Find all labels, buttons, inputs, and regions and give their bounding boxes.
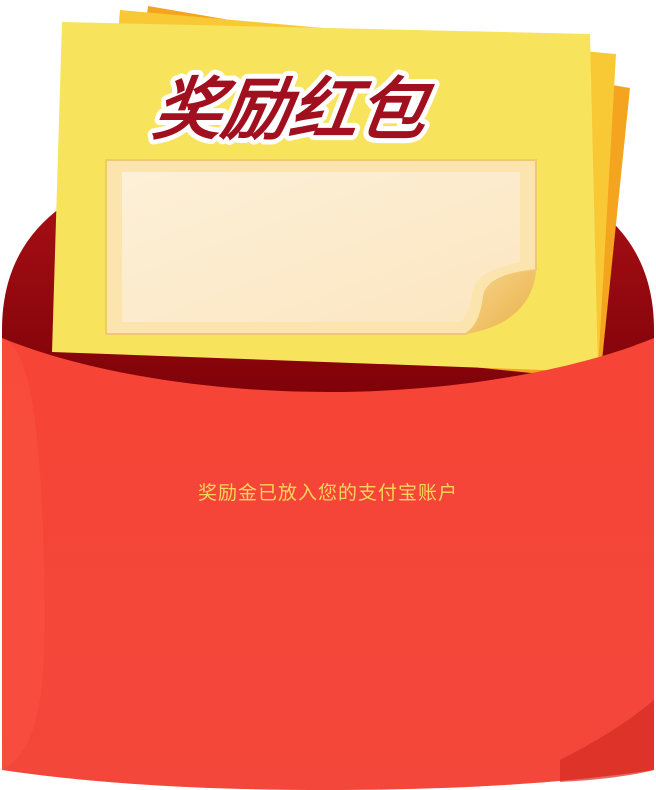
note-card-curl: [466, 270, 536, 334]
card-title: 奖励红包: [149, 71, 438, 150]
envelope-front: [2, 338, 654, 790]
envelope-front-highlight: [2, 338, 45, 770]
envelope-front-shadow: [560, 700, 654, 782]
card-title-group: 奖励红包 奖励红包: [144, 66, 443, 155]
note-card-inner: [122, 172, 520, 322]
reward-deposited-message: 奖励金已放入您的支付宝账户: [197, 482, 458, 504]
card-title-outline: 奖励红包: [149, 71, 438, 150]
